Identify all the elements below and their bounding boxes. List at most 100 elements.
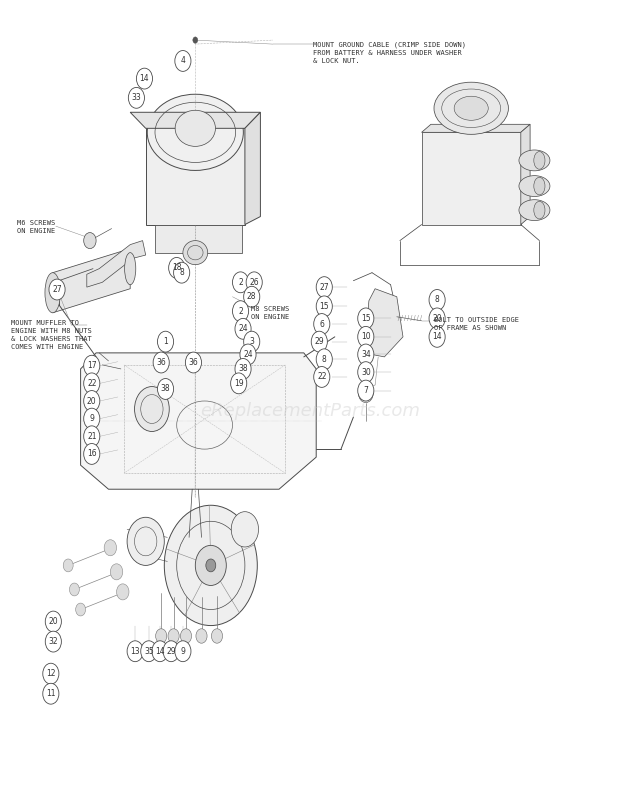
Text: 2: 2 bbox=[238, 306, 243, 316]
Text: 12: 12 bbox=[46, 669, 56, 678]
Circle shape bbox=[157, 379, 174, 399]
Text: 29: 29 bbox=[166, 646, 176, 656]
Circle shape bbox=[240, 344, 256, 365]
Circle shape bbox=[45, 611, 61, 632]
Circle shape bbox=[84, 391, 100, 411]
Ellipse shape bbox=[519, 200, 550, 221]
Text: eReplacementParts.com: eReplacementParts.com bbox=[200, 402, 420, 419]
Text: 8: 8 bbox=[179, 268, 184, 277]
Circle shape bbox=[175, 641, 191, 662]
Circle shape bbox=[152, 641, 168, 662]
Polygon shape bbox=[422, 132, 521, 225]
Text: 36: 36 bbox=[156, 358, 166, 367]
Text: 18: 18 bbox=[172, 263, 182, 273]
Text: MOUNT MUFFLER TO
ENGINE WITH M8 NUTS
& LOCK WASHERS THAT
COMES WITH ENGINE: MOUNT MUFFLER TO ENGINE WITH M8 NUTS & L… bbox=[11, 320, 92, 350]
Circle shape bbox=[314, 367, 330, 387]
Circle shape bbox=[246, 272, 262, 293]
Text: M8 SCREWS
ON ENGINE: M8 SCREWS ON ENGINE bbox=[251, 306, 290, 320]
Circle shape bbox=[358, 362, 374, 383]
Text: M6 SCREWS
ON ENGINE: M6 SCREWS ON ENGINE bbox=[17, 220, 56, 233]
Circle shape bbox=[84, 233, 96, 249]
Circle shape bbox=[136, 68, 153, 89]
Text: 6: 6 bbox=[319, 319, 324, 329]
Circle shape bbox=[164, 505, 257, 626]
Circle shape bbox=[316, 349, 332, 370]
Text: 35: 35 bbox=[144, 646, 154, 656]
Circle shape bbox=[206, 559, 216, 572]
Circle shape bbox=[195, 545, 226, 585]
Text: 30: 30 bbox=[361, 367, 371, 377]
Polygon shape bbox=[81, 353, 316, 489]
Text: 26: 26 bbox=[249, 277, 259, 287]
Circle shape bbox=[314, 314, 330, 334]
Text: 4: 4 bbox=[180, 56, 185, 66]
Circle shape bbox=[231, 373, 247, 394]
Circle shape bbox=[174, 262, 190, 283]
Circle shape bbox=[69, 583, 79, 596]
Ellipse shape bbox=[519, 176, 550, 196]
Polygon shape bbox=[146, 128, 245, 225]
Text: 17: 17 bbox=[87, 361, 97, 371]
Circle shape bbox=[135, 387, 169, 431]
Text: 22: 22 bbox=[317, 372, 327, 382]
Text: 2: 2 bbox=[238, 277, 243, 287]
Circle shape bbox=[180, 629, 192, 643]
Ellipse shape bbox=[519, 150, 550, 171]
Text: 14: 14 bbox=[432, 332, 442, 342]
Text: 14: 14 bbox=[140, 74, 149, 83]
Text: 20: 20 bbox=[87, 396, 97, 406]
Circle shape bbox=[231, 512, 259, 547]
Circle shape bbox=[235, 318, 251, 339]
Circle shape bbox=[84, 355, 100, 376]
Circle shape bbox=[429, 290, 445, 310]
Circle shape bbox=[358, 308, 374, 329]
Circle shape bbox=[358, 344, 374, 365]
Circle shape bbox=[232, 272, 249, 293]
Ellipse shape bbox=[148, 95, 243, 171]
Circle shape bbox=[49, 279, 65, 300]
Circle shape bbox=[84, 408, 100, 429]
Ellipse shape bbox=[534, 201, 545, 219]
Circle shape bbox=[429, 308, 445, 329]
Circle shape bbox=[63, 559, 73, 572]
Text: 9: 9 bbox=[89, 414, 94, 423]
Ellipse shape bbox=[534, 152, 545, 169]
Text: 8: 8 bbox=[435, 295, 440, 305]
Circle shape bbox=[84, 426, 100, 447]
Text: 11: 11 bbox=[46, 689, 56, 699]
Text: 28: 28 bbox=[247, 292, 257, 302]
Text: 24: 24 bbox=[243, 350, 253, 359]
Ellipse shape bbox=[183, 241, 208, 265]
Text: 15: 15 bbox=[319, 302, 329, 311]
Circle shape bbox=[127, 517, 164, 565]
Circle shape bbox=[45, 631, 61, 652]
Circle shape bbox=[84, 373, 100, 394]
Text: 33: 33 bbox=[131, 93, 141, 103]
Circle shape bbox=[168, 629, 179, 643]
Text: 19: 19 bbox=[234, 379, 244, 388]
Circle shape bbox=[153, 352, 169, 373]
Polygon shape bbox=[155, 225, 242, 253]
Polygon shape bbox=[521, 124, 530, 225]
Ellipse shape bbox=[125, 253, 136, 285]
Circle shape bbox=[316, 277, 332, 298]
Circle shape bbox=[316, 296, 332, 317]
Circle shape bbox=[358, 380, 374, 401]
Circle shape bbox=[84, 444, 100, 464]
Text: 20: 20 bbox=[48, 617, 58, 626]
Text: 21: 21 bbox=[87, 431, 97, 441]
Text: 24: 24 bbox=[238, 324, 248, 334]
Text: 34: 34 bbox=[361, 350, 371, 359]
Circle shape bbox=[141, 641, 157, 662]
Circle shape bbox=[110, 564, 123, 580]
Circle shape bbox=[185, 352, 202, 373]
Circle shape bbox=[311, 331, 327, 352]
Text: 10: 10 bbox=[361, 332, 371, 342]
Circle shape bbox=[43, 683, 59, 704]
Polygon shape bbox=[245, 112, 260, 225]
Ellipse shape bbox=[45, 273, 61, 313]
Circle shape bbox=[211, 629, 223, 643]
Circle shape bbox=[117, 584, 129, 600]
Circle shape bbox=[358, 383, 373, 403]
Circle shape bbox=[429, 326, 445, 347]
